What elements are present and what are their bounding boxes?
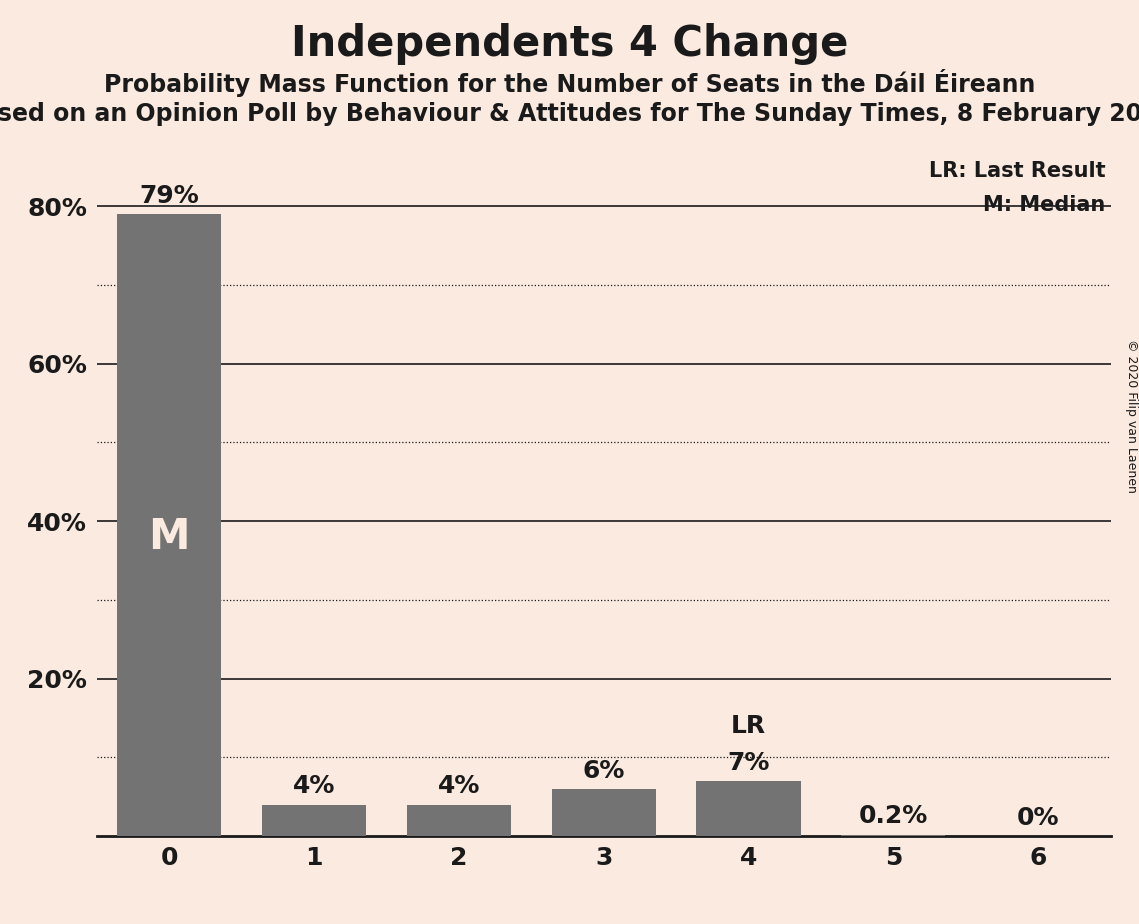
Text: 4%: 4% — [437, 774, 480, 798]
Text: M: M — [148, 516, 190, 558]
Text: Independents 4 Change: Independents 4 Change — [290, 23, 849, 65]
Text: M: Median: M: Median — [983, 195, 1106, 215]
Text: © 2020 Filip van Laenen: © 2020 Filip van Laenen — [1124, 339, 1138, 492]
Text: 0.2%: 0.2% — [859, 805, 928, 828]
Text: 7%: 7% — [728, 751, 770, 775]
Text: Probability Mass Function for the Number of Seats in the Dáil Éireann: Probability Mass Function for the Number… — [104, 69, 1035, 97]
Text: LR: LR — [731, 713, 767, 737]
Text: 79%: 79% — [139, 184, 199, 208]
Text: 6%: 6% — [582, 759, 625, 783]
Bar — [407, 805, 511, 836]
Bar — [696, 781, 801, 836]
Bar — [551, 789, 656, 836]
Text: 0%: 0% — [1017, 806, 1059, 830]
Text: LR: Last Result: LR: Last Result — [928, 161, 1106, 180]
Bar — [117, 214, 221, 836]
Bar — [262, 805, 366, 836]
Bar — [842, 834, 945, 836]
Text: Based on an Opinion Poll by Behaviour & Attitudes for The Sunday Times, 8 Februa: Based on an Opinion Poll by Behaviour & … — [0, 102, 1139, 126]
Text: 4%: 4% — [293, 774, 335, 798]
